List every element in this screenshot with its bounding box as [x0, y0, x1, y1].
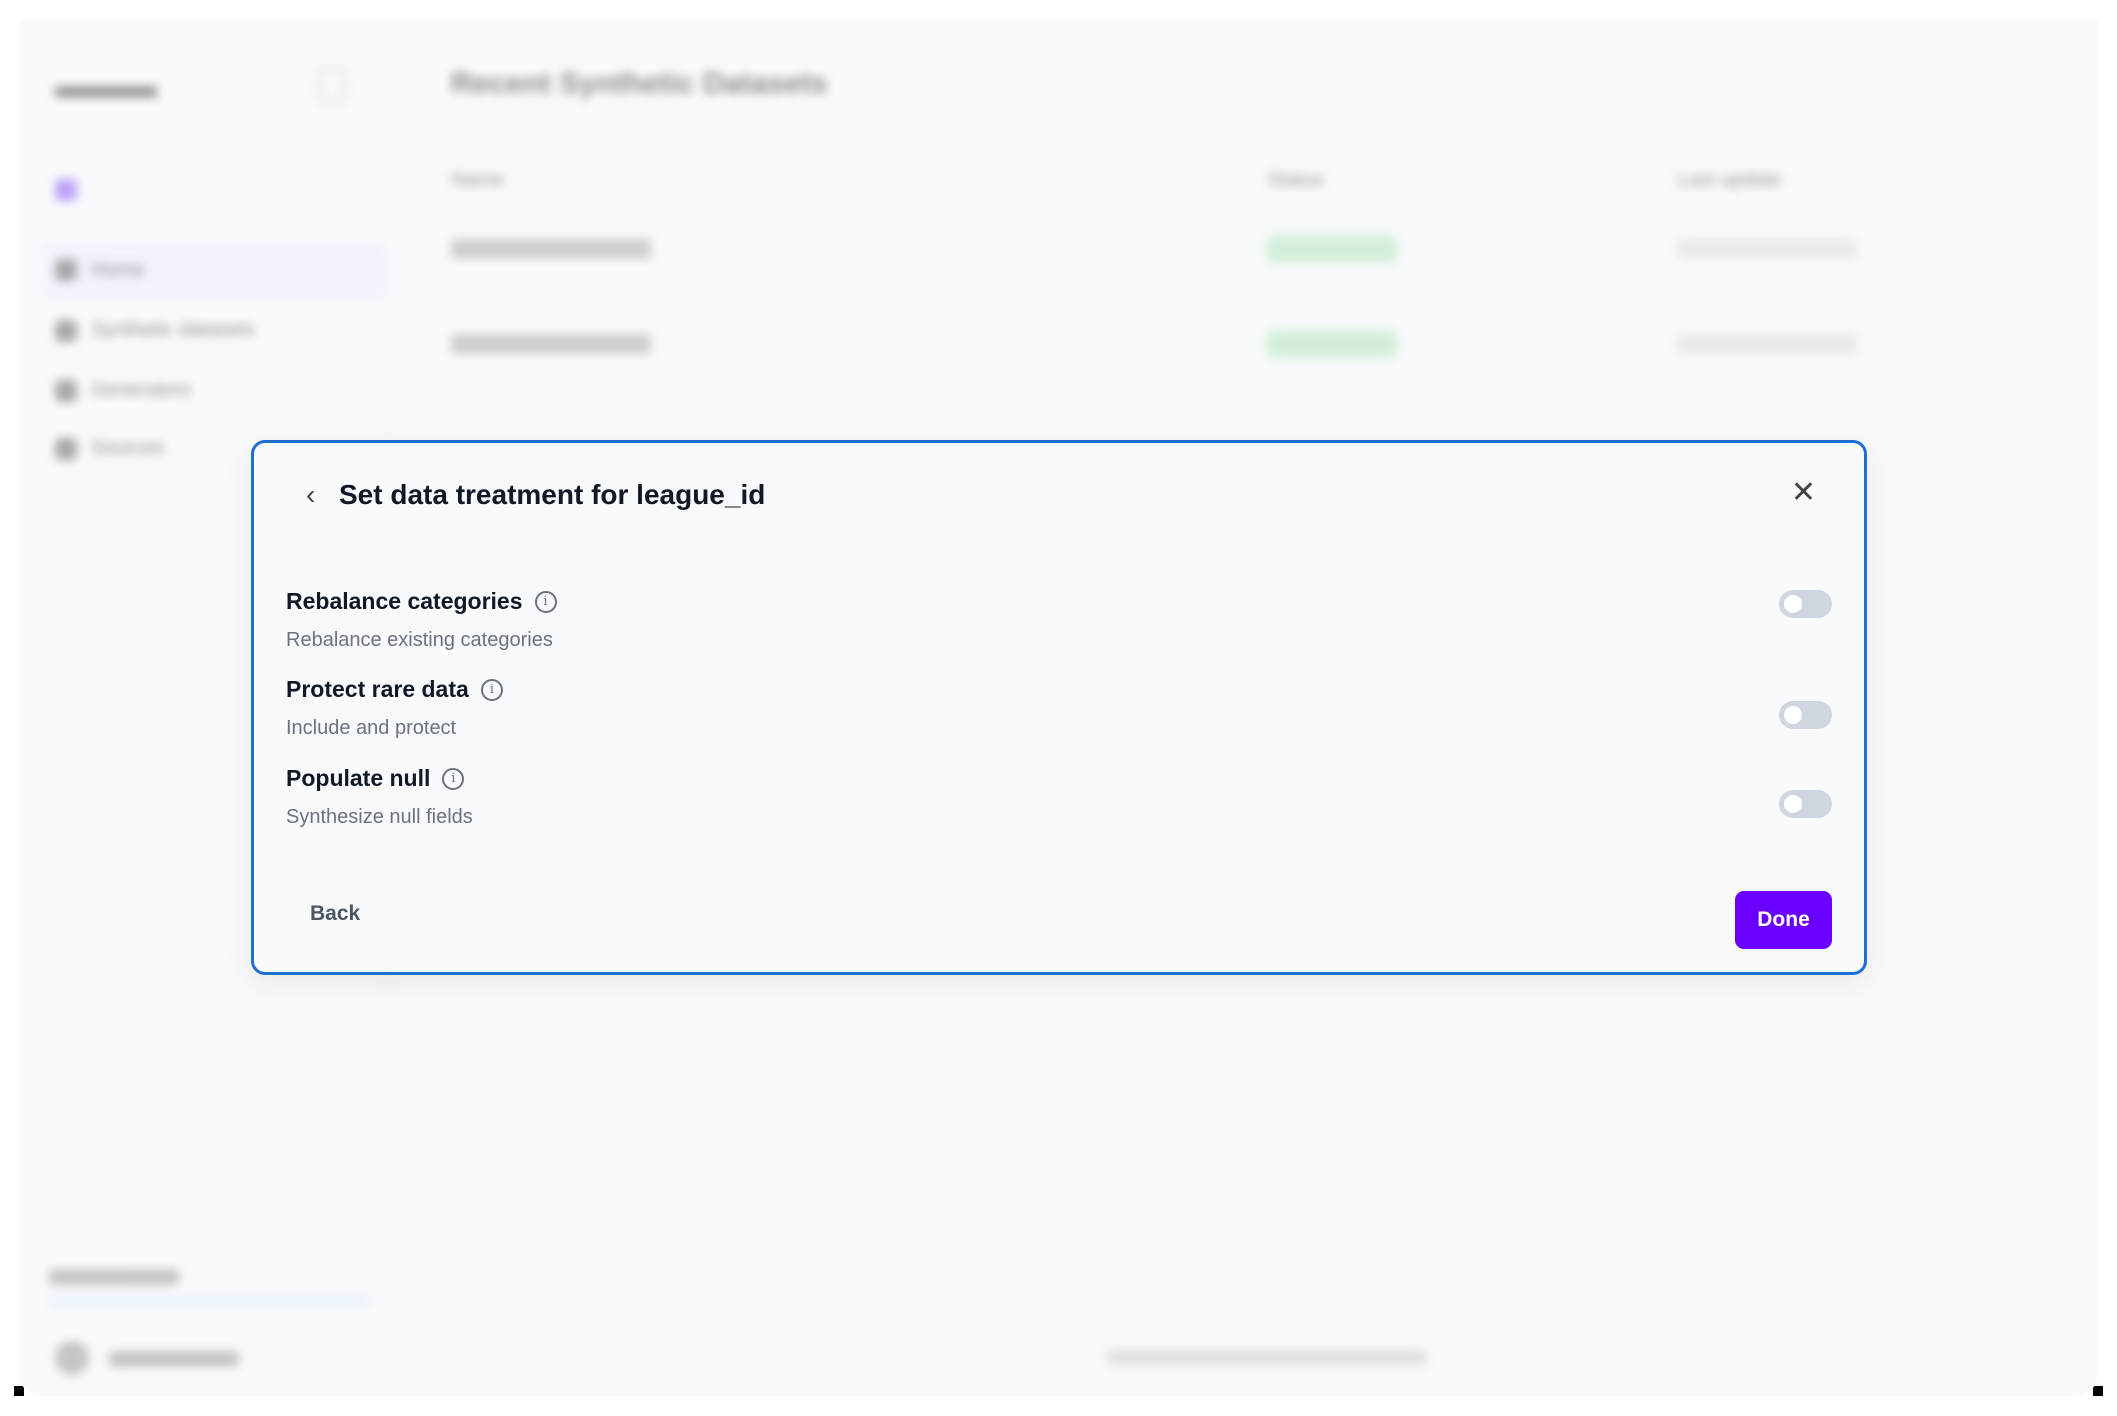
- source-icon: [55, 437, 77, 460]
- main-content: Recent Synthetic Datasets Name Status La…: [387, 19, 2098, 1396]
- populate-null-toggle[interactable]: [1779, 790, 1832, 818]
- dialog-title: Set data treatment for league_id: [339, 479, 766, 510]
- option-protect-rare-data: Protect rare data i Include and protect: [286, 676, 503, 740]
- close-icon[interactable]: ✕: [1790, 476, 1816, 509]
- usage-label: [49, 1269, 179, 1285]
- protect-rare-data-toggle[interactable]: [1779, 701, 1832, 729]
- option-rebalance-categories: Rebalance categories i Rebalance existing…: [286, 588, 557, 652]
- column-header-name: Name: [451, 169, 505, 191]
- footer-text: [1107, 1349, 1427, 1365]
- cell-date: [1677, 239, 1857, 259]
- option-label: Protect rare data: [286, 676, 469, 702]
- sidebar-item-sources[interactable]: Sources: [55, 437, 164, 460]
- avatar[interactable]: [55, 1341, 89, 1375]
- option-populate-null: Populate null i Synthesize null fields: [286, 765, 473, 829]
- chevron-left-icon[interactable]: ‹: [306, 479, 316, 510]
- sidebar: ▬▬▬ Home Synthetic datasets Generators S…: [19, 19, 387, 1396]
- option-description: Rebalance existing categories: [286, 629, 553, 651]
- option-description: Include and protect: [286, 717, 457, 739]
- logo: ▬▬▬: [55, 67, 157, 105]
- generator-icon: [55, 379, 77, 402]
- sidebar-item-generators[interactable]: Generators: [55, 379, 191, 402]
- screen-corner: [2093, 1386, 2103, 1396]
- row-divider: [427, 217, 2058, 219]
- toggle-knob: [1784, 795, 1802, 813]
- sidebar-item-label: Generators: [91, 379, 192, 401]
- info-icon[interactable]: i: [534, 590, 557, 613]
- collapse-sidebar-button[interactable]: [319, 69, 345, 103]
- home-icon: [55, 259, 77, 281]
- column-header-last-update: Last update: [1677, 169, 1782, 191]
- screen-corner: [14, 1386, 24, 1396]
- sidebar-item-label: Home: [91, 258, 145, 281]
- column-header-status: Status: [1267, 169, 1324, 191]
- toggle-knob: [1784, 706, 1802, 724]
- cell-name: [451, 239, 651, 259]
- sidebar-item-label: Sources: [91, 437, 165, 459]
- sidebar-item-create[interactable]: [55, 179, 77, 201]
- plus-icon: [55, 179, 77, 201]
- option-label: Populate null: [286, 765, 431, 791]
- row-divider: [427, 404, 2058, 406]
- status-badge: [1267, 330, 1397, 358]
- info-icon[interactable]: i: [480, 678, 503, 701]
- info-icon[interactable]: i: [442, 767, 465, 790]
- back-button[interactable]: Back: [310, 902, 361, 925]
- page-title: Recent Synthetic Datasets: [451, 67, 828, 100]
- sidebar-item-home[interactable]: Home: [43, 242, 385, 298]
- row-divider: [427, 309, 2058, 311]
- toggle-knob: [1784, 595, 1802, 613]
- sidebar-item-label: Synthetic datasets: [91, 319, 255, 341]
- data-treatment-dialog: ‹ Set data treatment for league_id ✕ Reb…: [251, 440, 1867, 975]
- user-name: [109, 1351, 239, 1367]
- cell-date: [1677, 334, 1857, 354]
- usage-bar: [49, 1297, 369, 1305]
- dataset-icon: [55, 319, 77, 342]
- header-divider: [387, 129, 2098, 131]
- done-button[interactable]: Done: [1735, 891, 1832, 949]
- status-badge: [1267, 235, 1397, 263]
- rebalance-categories-toggle[interactable]: [1779, 590, 1832, 618]
- sidebar-item-synthetic-datasets[interactable]: Synthetic datasets: [55, 319, 254, 342]
- option-label: Rebalance categories: [286, 588, 523, 614]
- option-description: Synthesize null fields: [286, 806, 473, 828]
- cell-name: [451, 334, 651, 354]
